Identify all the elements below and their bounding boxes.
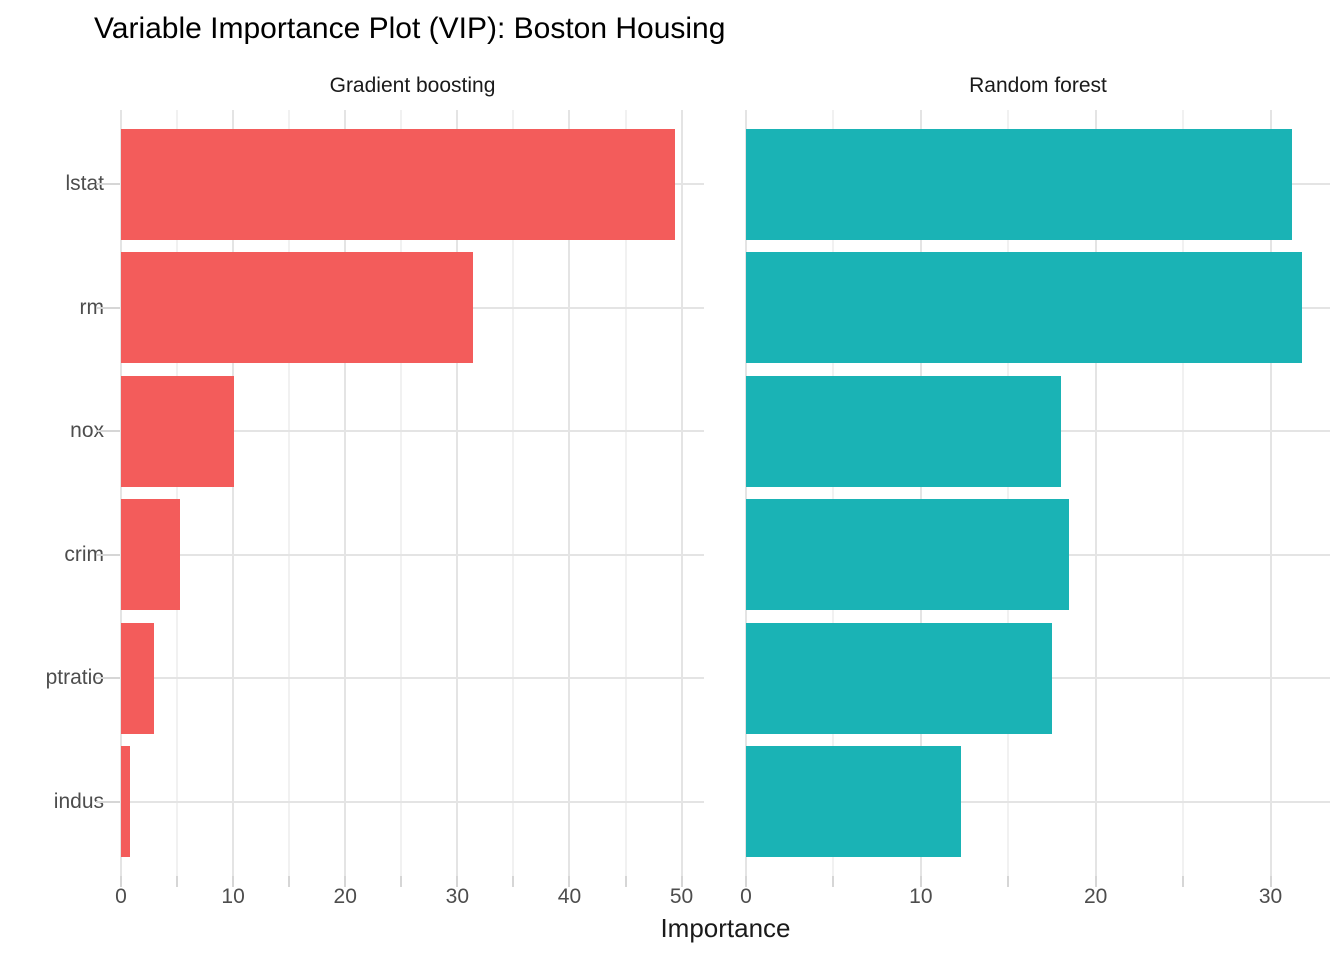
- gridline-horizontal-crim: [121, 553, 704, 556]
- x-axis-title: Importance: [660, 913, 791, 943]
- bar-random-forest-lstat: [746, 128, 1292, 240]
- gridline-minor-vertical: [832, 110, 835, 876]
- gridline-major-vertical: [232, 110, 235, 876]
- gridline-major-vertical: [919, 110, 922, 876]
- x-axis-tick-label: 0: [740, 885, 752, 908]
- y-axis-tick: [96, 306, 120, 309]
- x-axis-tick: [344, 876, 347, 887]
- x-axis-tick-label: 10: [909, 885, 933, 908]
- x-axis-tick-label: 20: [333, 885, 357, 908]
- x-axis-tick-label: 30: [445, 885, 470, 908]
- x-axis-tick: [745, 876, 747, 887]
- y-axis-label-nox: nox: [70, 419, 104, 443]
- gridline-major-vertical: [745, 110, 747, 876]
- y-axis-tick: [96, 800, 120, 803]
- panel-gradient-boosting: [120, 110, 704, 876]
- facet-strip-random-forest: Random forest: [969, 74, 1107, 97]
- x-axis-tick: [232, 876, 235, 887]
- x-axis-tick: [832, 876, 835, 887]
- y-axis-label-lstat: lstat: [65, 172, 104, 196]
- bar-gradient-boosting-indus: [121, 746, 130, 858]
- bar-random-forest-ptratio: [746, 622, 1052, 734]
- gridline-horizontal-ptratio: [121, 677, 704, 680]
- gridline-horizontal-nox: [121, 430, 704, 433]
- x-axis-tick: [680, 876, 683, 887]
- y-axis-tick: [96, 553, 120, 556]
- x-axis-tick: [400, 876, 403, 887]
- gridline-major-vertical: [456, 110, 459, 876]
- bar-gradient-boosting-crim: [121, 499, 181, 611]
- x-axis-tick: [512, 876, 515, 887]
- gridline-minor-vertical: [1182, 110, 1185, 876]
- x-axis-tick: [1269, 876, 1272, 887]
- bar-random-forest-crim: [746, 499, 1070, 611]
- x-axis-tick: [1007, 876, 1010, 887]
- x-axis-tick: [624, 876, 627, 887]
- gridline-minor-vertical: [512, 110, 515, 876]
- x-axis-tick-label: 50: [669, 885, 694, 908]
- bar-gradient-boosting-lstat: [121, 128, 675, 240]
- gridline-minor-vertical: [176, 110, 179, 876]
- gridline-major-vertical: [680, 110, 683, 876]
- gridline-major-vertical: [344, 110, 347, 876]
- y-axis-label-crim: crim: [64, 542, 104, 566]
- bar-random-forest-nox: [746, 375, 1061, 487]
- x-axis-tick: [1094, 876, 1097, 887]
- gridline-major-vertical: [1094, 110, 1097, 876]
- page-title: Variable Importance Plot (VIP): Boston H…: [94, 12, 726, 45]
- x-axis-tick-label: 10: [221, 885, 245, 908]
- x-axis-tick: [120, 876, 122, 887]
- gridline-horizontal-indus: [121, 800, 704, 803]
- gridline-major-vertical: [568, 110, 571, 876]
- panel-random-forest: [745, 110, 1330, 876]
- y-axis-tick: [96, 677, 120, 680]
- x-axis-tick-label: 0: [115, 885, 127, 908]
- gridline-minor-vertical: [624, 110, 627, 876]
- x-axis-tick-label: 40: [557, 885, 582, 908]
- gridline-horizontal-indus: [746, 800, 1330, 803]
- x-axis-tick: [456, 876, 459, 887]
- gridline-minor-vertical: [288, 110, 291, 876]
- x-axis-tick: [288, 876, 291, 887]
- gridline-minor-vertical: [1007, 110, 1010, 876]
- gridline-major-vertical: [1269, 110, 1272, 876]
- bar-gradient-boosting-nox: [121, 375, 235, 487]
- y-axis-label-rm: rm: [79, 295, 105, 319]
- x-axis-tick: [1182, 876, 1185, 887]
- bar-random-forest-rm: [746, 252, 1303, 364]
- bar-gradient-boosting-rm: [121, 252, 474, 364]
- bar-gradient-boosting-ptratio: [121, 622, 154, 734]
- x-axis-tick: [176, 876, 179, 887]
- x-axis-tick-label: 20: [1084, 885, 1108, 908]
- x-axis-tick: [919, 876, 922, 887]
- y-axis-tick: [96, 430, 120, 433]
- bar-random-forest-indus: [746, 746, 962, 858]
- facet-strip-gradient-boosting: Gradient boosting: [329, 74, 496, 97]
- gridline-minor-vertical: [400, 110, 403, 876]
- x-axis-tick: [568, 876, 571, 887]
- y-axis-label-ptratio: ptratio: [45, 666, 104, 690]
- y-axis-label-indus: indus: [53, 789, 104, 813]
- gridline-major-vertical: [120, 110, 122, 876]
- x-axis-tick-label: 30: [1258, 885, 1283, 908]
- y-axis-tick: [96, 183, 120, 186]
